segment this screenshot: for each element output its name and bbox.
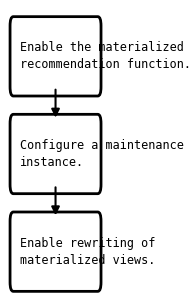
FancyBboxPatch shape [10, 17, 101, 96]
Text: Enable the materialized view
recommendation function.: Enable the materialized view recommendat… [20, 41, 189, 71]
Text: Configure a maintenance
instance.: Configure a maintenance instance. [20, 139, 184, 169]
FancyBboxPatch shape [10, 212, 101, 291]
FancyBboxPatch shape [10, 114, 101, 194]
Text: Enable rewriting of
materialized views.: Enable rewriting of materialized views. [20, 237, 155, 267]
